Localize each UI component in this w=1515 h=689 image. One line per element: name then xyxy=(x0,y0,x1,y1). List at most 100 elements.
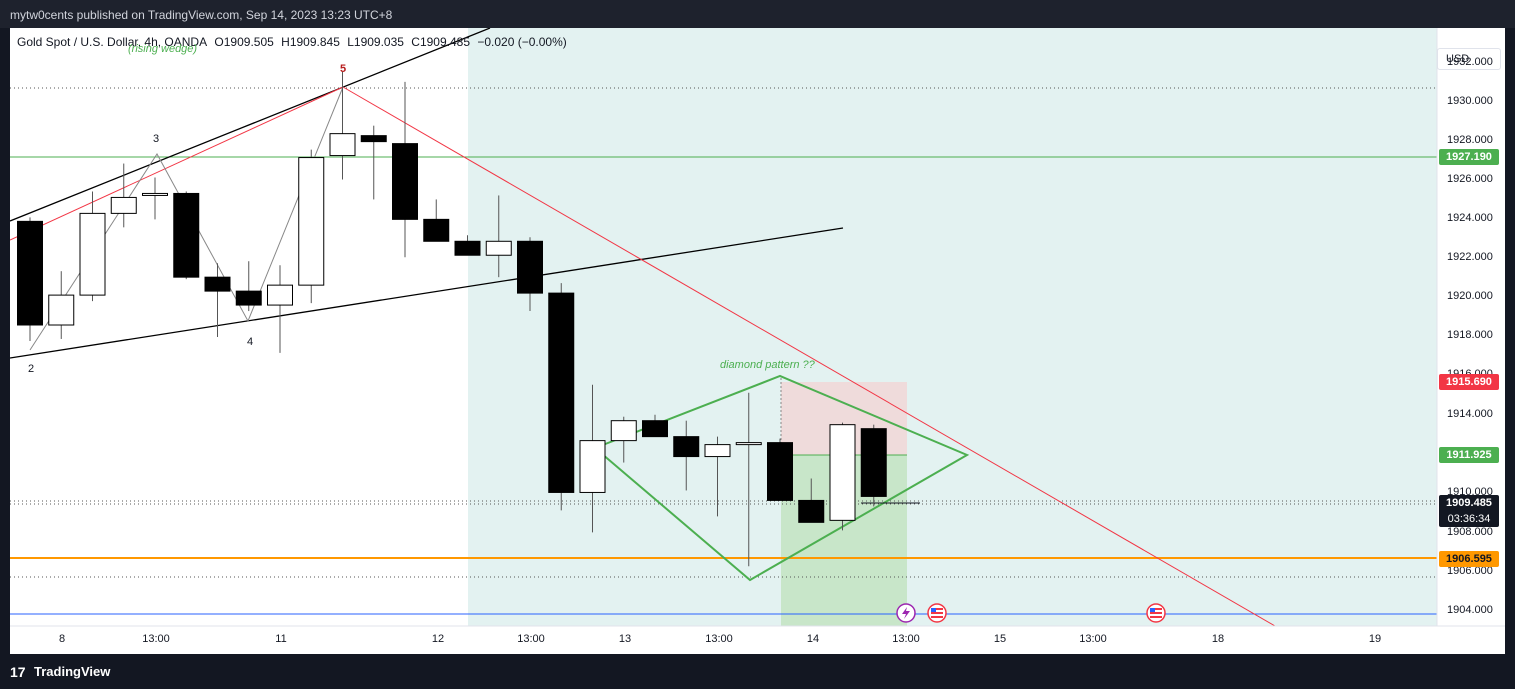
wave-label-4[interactable]: 4 xyxy=(247,336,254,348)
time-tick: 13:00 xyxy=(1079,633,1107,645)
candle[interactable] xyxy=(329,71,356,180)
time-tick: 13:00 xyxy=(517,633,545,645)
candle-body-down xyxy=(673,436,700,458)
candle-body-down xyxy=(860,428,887,497)
green-level-price-tag[interactable]: 1927.190 xyxy=(1439,149,1499,165)
candle[interactable] xyxy=(110,163,137,228)
candle[interactable] xyxy=(48,271,75,339)
lightning-icon[interactable] xyxy=(896,603,916,623)
time-tick: 13:00 xyxy=(892,633,920,645)
price-tick: 1928.000 xyxy=(1447,134,1493,146)
publish-header: mytw0cents published on TradingView.com,… xyxy=(0,0,1515,28)
time-tick: 14 xyxy=(806,633,820,645)
candle-body-down xyxy=(423,218,450,242)
symbol-name: Gold Spot / U.S. Dollar, 4h, OANDA xyxy=(17,35,208,49)
candle-body-up xyxy=(329,133,356,157)
price-tick: 1906.000 xyxy=(1447,565,1493,577)
candle-body-up xyxy=(110,196,137,214)
price-tick: 1920.000 xyxy=(1447,290,1493,302)
candle-body-up xyxy=(267,284,293,306)
diamond-pattern-label[interactable]: diamond pattern ?? xyxy=(720,359,815,371)
target-price-tag[interactable]: 1911.925 xyxy=(1439,447,1499,463)
date-range-highlight xyxy=(468,28,1437,626)
red-line-short[interactable] xyxy=(10,86,344,241)
candlestick-series[interactable] xyxy=(17,71,887,567)
price-tick: 1908.000 xyxy=(1447,526,1493,538)
rising-wedge-label[interactable]: (rising wedge) xyxy=(128,43,198,55)
candle[interactable] xyxy=(360,125,387,200)
candle-body-up xyxy=(485,240,512,256)
candle[interactable] xyxy=(735,392,762,567)
price-tick: 1932.000 xyxy=(1447,56,1493,68)
time-tick: 13 xyxy=(618,633,632,645)
price-tick: 1930.000 xyxy=(1447,95,1493,107)
candle[interactable] xyxy=(673,420,700,491)
candle[interactable] xyxy=(860,424,887,507)
ohlc-low: L1909.035 xyxy=(347,35,404,49)
chart-pane[interactable]: Gold Spot / U.S. Dollar, 4h, OANDA O1909… xyxy=(10,28,1505,654)
diamond-pattern[interactable] xyxy=(593,374,970,582)
candle-body-down xyxy=(392,143,418,220)
wedge-lower-line[interactable] xyxy=(10,227,844,359)
candle[interactable] xyxy=(267,265,293,353)
time-tick: 19 xyxy=(1368,633,1382,645)
ohlc-change: −0.020 (−0.00%) xyxy=(477,35,567,49)
candle-body-up xyxy=(610,420,637,442)
symbol-legend[interactable]: Gold Spot / U.S. Dollar, 4h, OANDA O1909… xyxy=(17,35,571,49)
candle[interactable] xyxy=(298,149,325,304)
time-tick: 11 xyxy=(275,633,287,645)
candle[interactable] xyxy=(392,81,418,258)
candle-body-up xyxy=(142,192,168,196)
price-tick: 1926.000 xyxy=(1447,173,1493,185)
candle[interactable] xyxy=(17,217,43,341)
publish-line: mytw0cents published on TradingView.com,… xyxy=(10,8,393,22)
tradingview-brand: TradingView xyxy=(34,664,111,679)
candle[interactable] xyxy=(548,283,575,511)
candle[interactable] xyxy=(454,235,481,256)
chart-canvas[interactable] xyxy=(10,28,1505,654)
red-trendline[interactable] xyxy=(342,86,1276,627)
candle[interactable] xyxy=(642,414,668,438)
wave-label-2[interactable]: 2 xyxy=(28,363,35,375)
candle[interactable] xyxy=(235,261,262,312)
wave-label-5[interactable]: 5 xyxy=(340,63,347,75)
candle[interactable] xyxy=(485,195,512,278)
candle[interactable] xyxy=(767,438,793,501)
candle[interactable] xyxy=(204,263,231,337)
price-tick: 1922.000 xyxy=(1447,251,1493,263)
candle-body-up xyxy=(735,442,762,446)
us-flag-icon[interactable] xyxy=(1146,603,1166,623)
time-tick: 13:00 xyxy=(705,633,733,645)
candle[interactable] xyxy=(79,191,106,302)
candle[interactable] xyxy=(517,237,543,312)
candle[interactable] xyxy=(829,422,856,531)
candle-body-down xyxy=(360,135,387,143)
candle-body-down xyxy=(204,276,231,292)
candle-body-down xyxy=(642,420,668,438)
price-tick: 1918.000 xyxy=(1447,329,1493,341)
orange-level-price-tag[interactable]: 1906.595 xyxy=(1439,551,1499,567)
ohlc-open: O1909.505 xyxy=(214,35,274,49)
candle-body-up xyxy=(579,440,606,493)
candle-body-down xyxy=(454,240,481,256)
time-tick: 13:00 xyxy=(142,633,170,645)
stop-price-tag[interactable]: 1915.690 xyxy=(1439,374,1499,390)
candle-body-down xyxy=(767,442,793,501)
us-flag-icon[interactable] xyxy=(927,603,947,623)
candle[interactable] xyxy=(579,384,606,533)
ohlc-high: H1909.845 xyxy=(281,35,340,49)
bar-countdown: 03:36:34 xyxy=(1439,511,1499,527)
candle[interactable] xyxy=(798,478,825,523)
time-tick: 18 xyxy=(1211,633,1225,645)
candle[interactable] xyxy=(142,177,168,220)
last-price-tag[interactable]: 1909.485 xyxy=(1439,495,1499,511)
wedge-upper-line[interactable] xyxy=(10,28,491,222)
candle[interactable] xyxy=(704,436,731,517)
candle[interactable] xyxy=(610,416,637,463)
candle-body-up xyxy=(298,157,325,286)
currency-selector[interactable]: USD xyxy=(1437,48,1501,70)
candle[interactable] xyxy=(423,199,450,242)
wave-label-3[interactable]: 3 xyxy=(153,133,160,145)
candle[interactable] xyxy=(173,191,200,280)
tradingview-logo-icon: 17 xyxy=(10,664,26,680)
